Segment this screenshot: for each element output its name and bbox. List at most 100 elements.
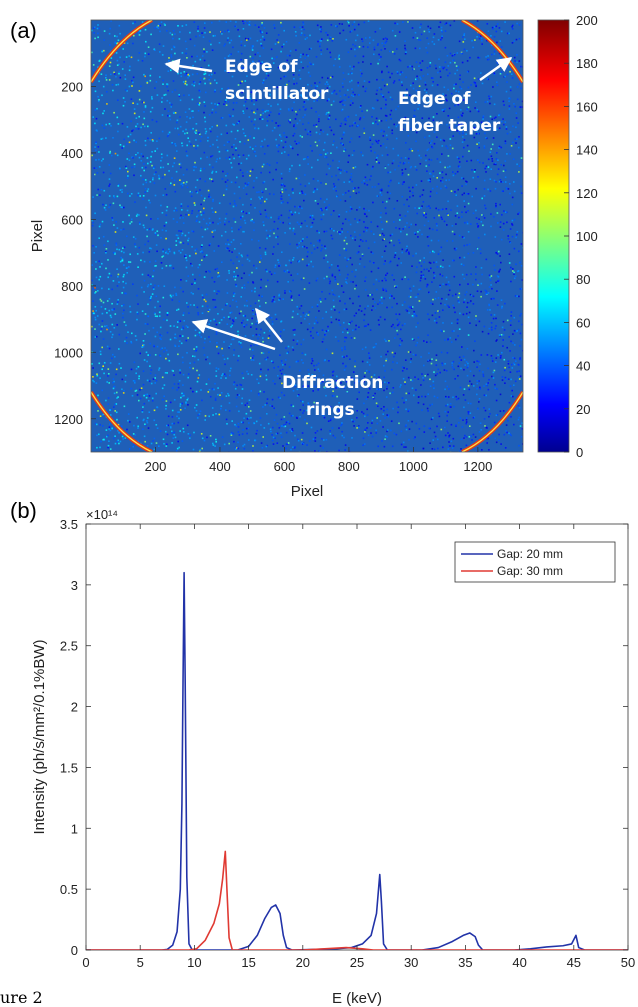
speckle-pixel	[299, 205, 301, 208]
speckle-pixel	[107, 434, 109, 437]
speckle-pixel	[271, 405, 274, 407]
speckle-pixel	[187, 275, 190, 277]
speckle-pixel	[475, 278, 477, 281]
speckle-pixel	[392, 387, 395, 389]
speckle-pixel	[496, 62, 499, 64]
speckle-pixel	[487, 55, 489, 57]
speckle-pixel	[324, 330, 327, 333]
speckle-pixel	[342, 222, 344, 225]
speckle-pixel	[160, 237, 162, 239]
speckle-pixel	[155, 120, 158, 123]
speckle-pixel	[300, 343, 302, 346]
speckle-pixel	[398, 313, 401, 316]
speckle-pixel	[422, 274, 425, 276]
speckle-pixel	[444, 303, 446, 306]
speckle-pixel	[458, 292, 461, 295]
speckle-pixel	[154, 232, 157, 234]
speckle-pixel	[103, 244, 106, 247]
speckle-pixel	[371, 309, 373, 311]
speckle-pixel	[291, 346, 294, 349]
speckle-pixel	[429, 404, 431, 407]
speckle-pixel	[225, 418, 228, 421]
speckle-pixel	[406, 222, 408, 224]
speckle-pixel	[499, 410, 502, 412]
speckle-pixel	[97, 394, 99, 397]
speckle-pixel	[369, 136, 371, 139]
speckle-pixel	[171, 442, 173, 444]
speckle-pixel	[413, 313, 416, 315]
speckle-pixel	[158, 369, 160, 371]
speckle-pixel	[334, 186, 337, 188]
speckle-pixel	[229, 305, 231, 307]
speckle-pixel	[242, 112, 245, 114]
speckle-pixel	[277, 66, 280, 69]
speckle-pixel	[328, 278, 331, 280]
speckle-pixel	[361, 411, 363, 413]
speckle-pixel	[301, 95, 303, 98]
speckle-pixel	[442, 322, 444, 324]
speckle-pixel	[321, 247, 323, 250]
speckle-pixel	[262, 436, 264, 438]
speckle-pixel	[166, 319, 168, 322]
speckle-pixel	[427, 334, 429, 336]
speckle-pixel	[488, 274, 491, 277]
speckle-pixel	[460, 123, 463, 125]
speckle-pixel	[249, 348, 251, 351]
speckle-pixel	[503, 329, 506, 331]
speckle-pixel	[294, 205, 296, 208]
speckle-pixel	[494, 187, 497, 190]
speckle-pixel	[355, 324, 357, 327]
speckle-pixel	[168, 60, 170, 62]
speckle-pixel	[253, 103, 255, 106]
speckle-pixel	[92, 69, 95, 72]
speckle-pixel	[462, 136, 464, 138]
speckle-pixel	[446, 283, 449, 286]
speckle-pixel	[508, 262, 511, 264]
speckle-pixel	[252, 186, 255, 189]
speckle-pixel	[326, 206, 328, 208]
speckle-pixel	[339, 273, 341, 276]
speckle-pixel	[298, 142, 300, 144]
speckle-pixel	[188, 140, 191, 143]
speckle-pixel	[478, 37, 481, 40]
speckle-pixel	[437, 39, 440, 41]
speckle-pixel	[341, 423, 343, 426]
speckle-pixel	[185, 402, 187, 405]
speckle-pixel	[319, 208, 322, 211]
speckle-pixel	[513, 56, 516, 59]
speckle-pixel	[207, 64, 210, 67]
speckle-pixel	[191, 283, 193, 285]
speckle-pixel	[396, 362, 398, 364]
speckle-pixel	[461, 61, 464, 64]
speckle-pixel	[470, 435, 472, 437]
speckle-pixel	[459, 74, 461, 77]
speckle-pixel	[193, 348, 195, 350]
speckle-pixel	[163, 318, 165, 321]
speckle-pixel	[171, 387, 174, 389]
speckle-pixel	[148, 395, 151, 397]
speckle-pixel	[434, 435, 437, 438]
speckle-pixel	[299, 78, 302, 80]
speckle-pixel	[396, 324, 399, 327]
speckle-pixel	[329, 430, 331, 432]
speckle-pixel	[437, 239, 440, 242]
speckle-pixel	[507, 420, 509, 422]
speckle-pixel	[355, 192, 358, 195]
speckle-pixel	[182, 174, 185, 176]
speckle-pixel	[339, 199, 342, 201]
speckle-pixel	[489, 309, 491, 311]
speckle-pixel	[382, 287, 384, 290]
speckle-pixel	[109, 314, 112, 317]
speckle-pixel	[132, 283, 134, 285]
speckle-pixel	[290, 146, 292, 148]
speckle-pixel	[385, 396, 388, 398]
speckle-pixel	[195, 410, 198, 412]
speckle-pixel	[412, 255, 414, 257]
speckle-pixel	[483, 147, 486, 149]
speckle-pixel	[163, 350, 165, 353]
speckle-pixel	[344, 449, 346, 451]
speckle-pixel	[132, 445, 134, 448]
speckle-pixel	[195, 390, 198, 393]
panel-a-heatmap: (a) 200 400 600 800 1000 1200 200400600800100…	[10, 13, 598, 500]
speckle-pixel	[148, 411, 151, 413]
